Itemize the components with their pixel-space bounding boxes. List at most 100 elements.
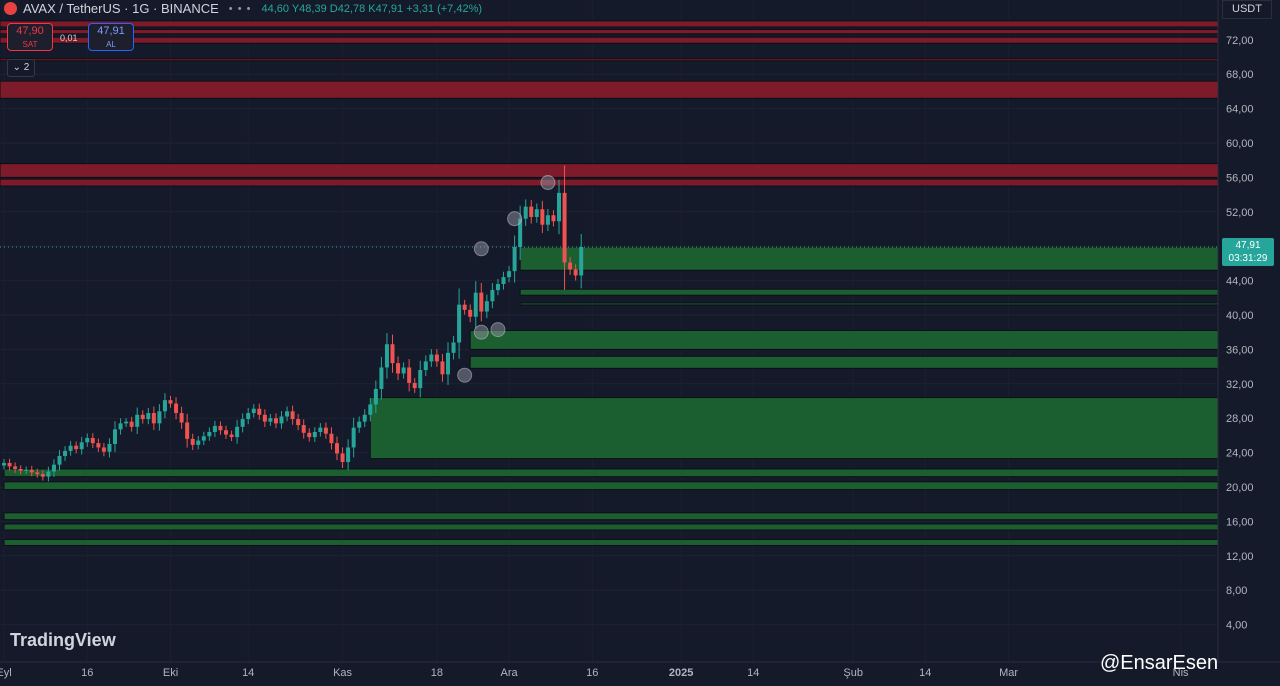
candle-body: [157, 411, 162, 424]
candle-body: [190, 438, 195, 445]
candle-body: [473, 292, 478, 317]
candle-body: [551, 215, 556, 222]
candle-body: [534, 209, 539, 217]
buy-label: AL: [106, 40, 116, 49]
candle-body: [262, 414, 267, 422]
candle-body: [329, 433, 334, 444]
time-axis[interactable]: Eyl 16 Eki 14 Kas 18 Ara 16 2025 14 Şub 14 Mar Nis: [0, 667, 1189, 679]
candle-body: [74, 445, 79, 450]
support-zone: [3, 538, 1219, 546]
x-tick-label: 16: [81, 667, 93, 679]
current-price: 47,91: [1235, 240, 1261, 251]
support-zone: [519, 302, 1219, 306]
buy-price: 47,91: [97, 25, 125, 37]
candle-body: [296, 419, 301, 426]
candle-body: [57, 456, 62, 465]
candle-body: [523, 206, 528, 219]
pivot-marker: [473, 241, 489, 257]
candle-body: [129, 421, 134, 427]
candle-body: [279, 416, 284, 424]
avax-logo-icon: [4, 2, 17, 15]
current-price-label: 47,91 03:31:29: [1222, 238, 1274, 266]
candle-body: [312, 431, 317, 438]
support-zone: [519, 288, 1219, 296]
candle-body: [196, 440, 201, 445]
candle-body: [429, 354, 434, 362]
symbol-header: AVAX / TetherUS · 1G · BINANCE • • • 44,…: [0, 0, 482, 17]
candle-body: [440, 361, 445, 375]
y-tick-label: 64,00: [1226, 104, 1254, 116]
pivot-marker: [457, 367, 473, 383]
candle-body: [151, 413, 156, 424]
candle-body: [179, 413, 184, 423]
y-tick-label: 44,00: [1226, 276, 1254, 288]
support-zone: [469, 355, 1219, 369]
y-tick-label: 60,00: [1226, 138, 1254, 150]
y-tick-label: 24,00: [1226, 448, 1254, 460]
candle-body: [307, 432, 312, 438]
tradingview-logo[interactable]: TradingView: [10, 630, 116, 650]
x-tick-label: 14: [919, 667, 931, 679]
candle-body: [545, 215, 550, 225]
candle-body: [268, 418, 273, 422]
y-tick-label: 28,00: [1226, 413, 1254, 425]
y-tick-label: 52,00: [1226, 207, 1254, 219]
candle-body: [468, 309, 473, 317]
candle-body: [51, 464, 56, 472]
candle-body: [462, 304, 467, 310]
candle-body: [140, 414, 145, 420]
candle-body: [285, 411, 290, 417]
candle-body: [246, 413, 251, 420]
ohlc-values: 44,60 Y48,39 D42,78 K47,91 +3,31 (+7,42%…: [261, 2, 483, 15]
candle-body: [357, 421, 362, 428]
candle-body: [346, 447, 351, 463]
y-tick-label: 20,00: [1226, 482, 1254, 494]
candle-body: [446, 352, 450, 375]
candle-body: [235, 426, 240, 438]
resistance-zone: [0, 20, 1219, 28]
x-tick-label: Mar: [999, 667, 1018, 679]
support-zone: [3, 523, 1219, 531]
candle-body: [512, 247, 517, 272]
x-tick-label: 14: [242, 667, 254, 679]
currency-selector[interactable]: USDT: [1222, 0, 1272, 19]
y-tick-label: 8,00: [1226, 585, 1247, 597]
candle-body: [540, 209, 545, 225]
x-tick-label: Şub: [843, 667, 863, 679]
candle-body: [451, 342, 456, 353]
buy-button[interactable]: 47,91 AL: [88, 23, 134, 51]
support-zone: [369, 397, 1219, 460]
candle-body: [507, 271, 512, 278]
candle-body: [318, 427, 323, 432]
candle-body: [384, 344, 389, 368]
candle-body: [335, 443, 339, 454]
candle-body: [113, 429, 117, 444]
candle-body: [212, 425, 217, 432]
candle-body: [146, 413, 151, 420]
resistance-zone: [0, 58, 1219, 62]
x-tick-label: 14: [747, 667, 759, 679]
x-tick-label: Eki: [163, 667, 178, 679]
y-tick-label: 4,00: [1226, 620, 1247, 632]
candle-body: [96, 443, 101, 448]
pivot-marker: [507, 211, 523, 227]
symbol-title[interactable]: AVAX / TetherUS · 1G · BINANCE: [23, 1, 219, 16]
more-options-icon[interactable]: • • •: [228, 2, 252, 15]
indicators-toggle[interactable]: ⌄ 2: [7, 59, 35, 77]
candle-body: [340, 453, 345, 463]
y-tick-label: 12,00: [1226, 551, 1254, 563]
candle-body: [218, 425, 223, 431]
candle-body: [479, 292, 484, 312]
watermark-text: @EnsarEsen: [1100, 652, 1219, 674]
candle-body: [323, 427, 328, 434]
candle-body: [301, 425, 306, 433]
candle-body: [401, 367, 406, 374]
resistance-zone: [0, 28, 1219, 35]
sell-button[interactable]: 47,90 SAT: [7, 23, 53, 51]
candle-body: [201, 436, 206, 441]
candle-body: [224, 430, 228, 435]
candle-body: [7, 462, 12, 467]
pivot-marker: [540, 175, 556, 191]
candle-body: [13, 466, 18, 469]
